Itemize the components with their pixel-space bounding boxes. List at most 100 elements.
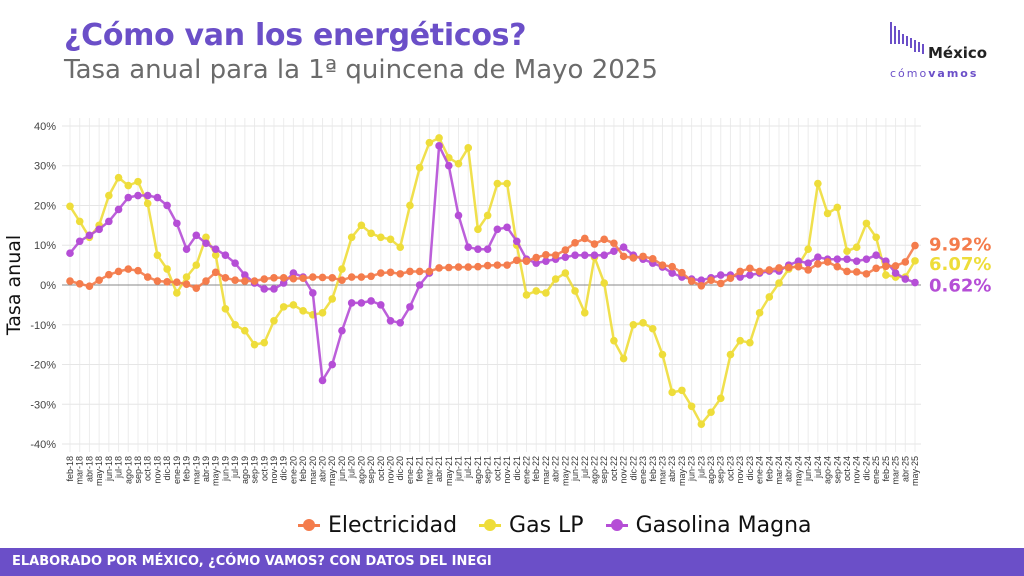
- data-point: [105, 191, 113, 200]
- data-point: [114, 173, 123, 182]
- data-point: [444, 161, 453, 170]
- x-tick-label: may-18: [94, 456, 104, 486]
- data-point: [872, 264, 880, 273]
- data-point: [75, 280, 84, 288]
- data-point: [542, 289, 550, 297]
- x-tick-label: sep-19: [250, 456, 260, 484]
- data-point: [153, 277, 162, 285]
- x-tick-label: jun-20: [337, 456, 347, 482]
- data-point: [610, 336, 618, 345]
- data-point: [590, 240, 599, 248]
- y-tick-label: 40%: [34, 121, 56, 133]
- data-point: [716, 271, 725, 279]
- legend-marker-electricidad: [298, 518, 320, 532]
- data-point: [765, 266, 774, 274]
- legend-item-gas-lp[interactable]: Gas LP: [479, 513, 584, 538]
- data-point: [775, 279, 783, 287]
- data-point: [454, 263, 463, 271]
- logo-sub: cómovamos: [890, 67, 979, 80]
- data-point: [746, 271, 754, 279]
- data-point: [134, 191, 142, 200]
- x-tick-label: jun-23: [687, 456, 697, 482]
- data-point: [124, 193, 133, 202]
- data-point: [386, 268, 395, 277]
- data-point: [639, 252, 647, 261]
- data-point: [464, 243, 473, 252]
- data-point: [260, 338, 269, 347]
- x-tick-label: may-21: [444, 456, 454, 486]
- data-point: [697, 276, 706, 285]
- data-point: [153, 193, 162, 202]
- x-tick-label: oct-22: [609, 456, 619, 481]
- x-tick-label: ene-21: [405, 456, 415, 484]
- data-point: [814, 253, 822, 261]
- data-point: [493, 261, 502, 269]
- data-point: [270, 274, 278, 282]
- x-tick-label: mar-22: [541, 456, 551, 485]
- data-point: [483, 261, 492, 270]
- data-point: [338, 326, 346, 335]
- x-tick-label: abr-24: [784, 456, 794, 482]
- data-point: [221, 305, 230, 313]
- x-tick-label: dic-21: [512, 456, 522, 481]
- legend-marker-gas-lp: [479, 518, 502, 532]
- data-point: [833, 255, 842, 263]
- y-axis-label: Tasa anual: [3, 235, 25, 336]
- data-point: [561, 246, 570, 254]
- data-point: [425, 138, 434, 147]
- data-point: [464, 263, 473, 271]
- data-point: [260, 285, 269, 293]
- data-point: [279, 303, 288, 311]
- data-point: [542, 250, 550, 259]
- data-point: [163, 265, 171, 273]
- data-point: [66, 202, 74, 211]
- data-point: [493, 225, 502, 234]
- data-point: [192, 231, 201, 240]
- x-tick-label: nov-20: [386, 456, 396, 484]
- footer-bar: ELABORADO POR MÉXICO, ¿CÓMO VAMOS? CON D…: [0, 548, 1024, 576]
- x-tick-label: feb-23: [648, 456, 658, 482]
- data-point: [95, 276, 103, 285]
- x-tick-label: ene-25: [871, 456, 881, 484]
- data-point: [619, 252, 628, 261]
- x-tick-label: mar-18: [75, 456, 85, 485]
- data-point: [377, 233, 385, 242]
- data-point: [687, 277, 696, 285]
- data-point: [270, 316, 278, 325]
- data-point: [386, 316, 395, 325]
- data-point: [464, 144, 473, 152]
- x-tick-label: abr-19: [201, 456, 211, 482]
- x-tick-label: nov-24: [852, 456, 862, 484]
- data-point: [522, 257, 531, 265]
- data-point: [784, 263, 793, 272]
- data-point: [309, 289, 317, 297]
- data-point: [435, 134, 443, 142]
- data-point: [85, 231, 94, 240]
- x-tick-label: sep-20: [366, 456, 376, 484]
- x-tick-label: dic-23: [745, 456, 755, 481]
- data-point: [309, 273, 317, 281]
- data-point: [629, 254, 638, 262]
- data-point: [843, 267, 851, 276]
- data-point: [163, 201, 171, 210]
- x-tick-label: ene-24: [755, 456, 765, 484]
- data-point: [211, 245, 220, 254]
- data-point: [580, 251, 589, 259]
- x-tick-label: jul-18: [114, 456, 124, 479]
- data-point: [143, 199, 152, 208]
- x-tick-label: feb-20: [298, 456, 308, 482]
- data-point: [658, 261, 667, 269]
- data-point: [367, 272, 375, 281]
- data-point: [590, 251, 599, 259]
- data-point: [415, 163, 424, 172]
- data-point: [522, 291, 531, 299]
- data-point: [852, 268, 861, 276]
- data-point: [619, 354, 628, 363]
- data-point: [736, 273, 744, 281]
- page-title: ¿Cómo van los energéticos?: [64, 18, 527, 53]
- data-point: [347, 273, 356, 281]
- data-point: [250, 277, 259, 285]
- legend-item-electricidad[interactable]: Electricidad: [298, 513, 457, 538]
- legend-item-gasolina-magna[interactable]: Gasolina Magna: [605, 513, 812, 538]
- data-point: [299, 274, 307, 283]
